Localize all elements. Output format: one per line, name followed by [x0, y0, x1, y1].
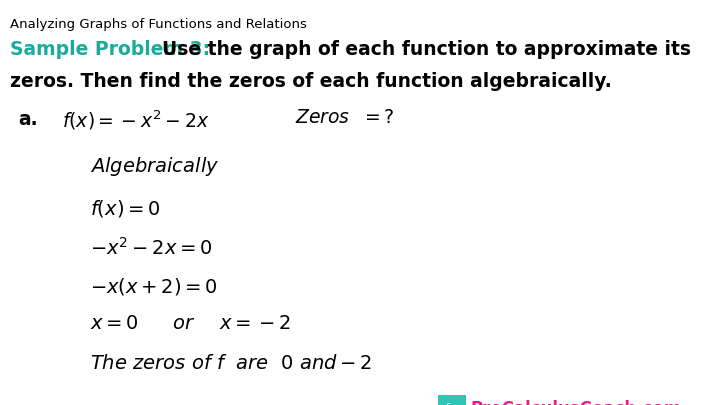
Text: PreCalculusCoach.com: PreCalculusCoach.com: [471, 400, 683, 405]
Text: $f(x) = -x^2 - 2x$: $f(x) = -x^2 - 2x$: [62, 108, 210, 132]
Text: Analyzing Graphs of Functions and Relations: Analyzing Graphs of Functions and Relati…: [10, 18, 307, 31]
Text: $-x(x + 2) = 0$: $-x(x + 2) = 0$: [90, 276, 218, 297]
Text: $\mathit{f_{(o)}}$: $\mathit{f_{(o)}}$: [444, 402, 460, 405]
Text: $-x^2 - 2x = 0$: $-x^2 - 2x = 0$: [90, 237, 213, 259]
Text: Use the graph of each function to approximate its: Use the graph of each function to approx…: [162, 40, 691, 59]
Text: zeros. Then find the zeros of each function algebraically.: zeros. Then find the zeros of each funct…: [10, 72, 612, 91]
Text: $\mathit{Algebraically}$: $\mathit{Algebraically}$: [90, 155, 219, 178]
Text: $\mathit{The\ zeros\ of\ f\ \ are\ \ 0\ and} - 2$: $\mathit{The\ zeros\ of\ f\ \ are\ \ 0\ …: [90, 354, 372, 373]
Text: $\mathit{Zeros}\ \ =?$: $\mathit{Zeros}\ \ =?$: [295, 108, 395, 127]
Text: Sample Problem 3:: Sample Problem 3:: [10, 40, 210, 59]
FancyBboxPatch shape: [438, 395, 466, 405]
Text: a.: a.: [18, 110, 37, 129]
Text: $x = 0$     $or$    $x = -2$: $x = 0$ $or$ $x = -2$: [90, 314, 291, 333]
Text: $f(x) = 0$: $f(x) = 0$: [90, 198, 161, 219]
